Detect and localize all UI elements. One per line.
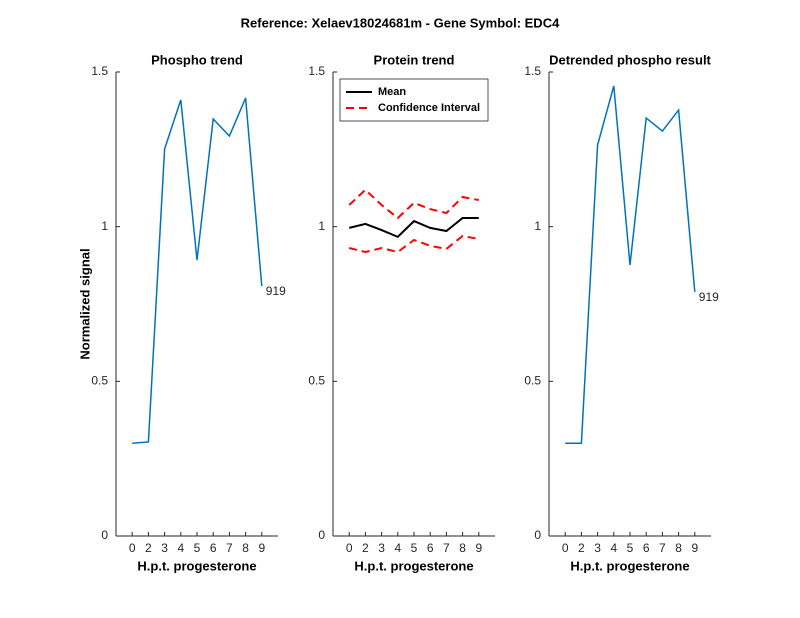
y-tick-label: 0.5 [91, 374, 108, 388]
y-tick-label: 1 [534, 219, 541, 233]
data-line [348, 234, 479, 254]
y-tick-label: 0 [101, 528, 108, 542]
x-tick-label: 8 [675, 541, 682, 555]
x-tick-label: 7 [226, 541, 233, 555]
x-tick-label: 2 [362, 541, 369, 555]
axis-title: Protein trend [374, 52, 455, 67]
y-axis-label: Normalized signal [77, 248, 92, 359]
x-tick-label: 6 [210, 541, 217, 555]
x-axis-label: H.p.t. progesterone [137, 558, 256, 573]
x-tick-label: 4 [177, 541, 184, 555]
x-tick-label: 6 [427, 541, 434, 555]
data-line [348, 188, 479, 220]
legend-label: Confidence Interval [378, 102, 480, 114]
data-line [132, 97, 263, 444]
x-tick-label: 3 [378, 541, 385, 555]
legend-label: Mean [378, 86, 406, 98]
x-tick-label: 6 [643, 541, 650, 555]
x-tick-label: 5 [627, 541, 634, 555]
data-line [565, 85, 696, 444]
axis-title: Detrended phospho result [549, 52, 711, 67]
x-tick-label: 3 [594, 541, 601, 555]
figure-title: Reference: Xelaev18024681m - Gene Symbol… [241, 15, 560, 30]
x-axis-label: H.p.t. progesterone [570, 558, 689, 573]
y-tick-label: 1 [101, 219, 108, 233]
y-tick-label: 0.5 [524, 374, 541, 388]
x-tick-label: 2 [578, 541, 585, 555]
annotation: 919 [699, 290, 719, 304]
x-tick-label: 8 [459, 541, 466, 555]
x-tick-label: 5 [194, 541, 201, 555]
x-tick-label: 9 [475, 541, 482, 555]
annotation: 919 [266, 284, 286, 298]
legend-box [339, 78, 489, 122]
x-tick-label: 3 [161, 541, 168, 555]
x-tick-label: 8 [242, 541, 249, 555]
y-tick-label: 1.5 [524, 64, 541, 78]
y-tick-label: 1.5 [308, 64, 325, 78]
x-tick-label: 0 [562, 541, 569, 555]
x-tick-label: 4 [610, 541, 617, 555]
x-tick-label: 0 [129, 541, 136, 555]
x-tick-label: 7 [443, 541, 450, 555]
y-tick-label: 0.5 [308, 374, 325, 388]
y-tick-label: 1 [318, 219, 325, 233]
axis-title: Phospho trend [151, 52, 243, 67]
x-tick-label: 2 [145, 541, 152, 555]
x-axis-label: H.p.t. progesterone [354, 558, 473, 573]
x-tick-label: 7 [659, 541, 666, 555]
x-tick-label: 9 [691, 541, 698, 555]
data-line [348, 217, 479, 239]
y-tick-label: 0 [318, 528, 325, 542]
x-tick-label: 5 [411, 541, 418, 555]
y-tick-label: 0 [534, 528, 541, 542]
x-tick-label: 4 [394, 541, 401, 555]
x-tick-label: 9 [258, 541, 265, 555]
y-tick-label: 1.5 [91, 64, 108, 78]
x-tick-label: 0 [346, 541, 353, 555]
